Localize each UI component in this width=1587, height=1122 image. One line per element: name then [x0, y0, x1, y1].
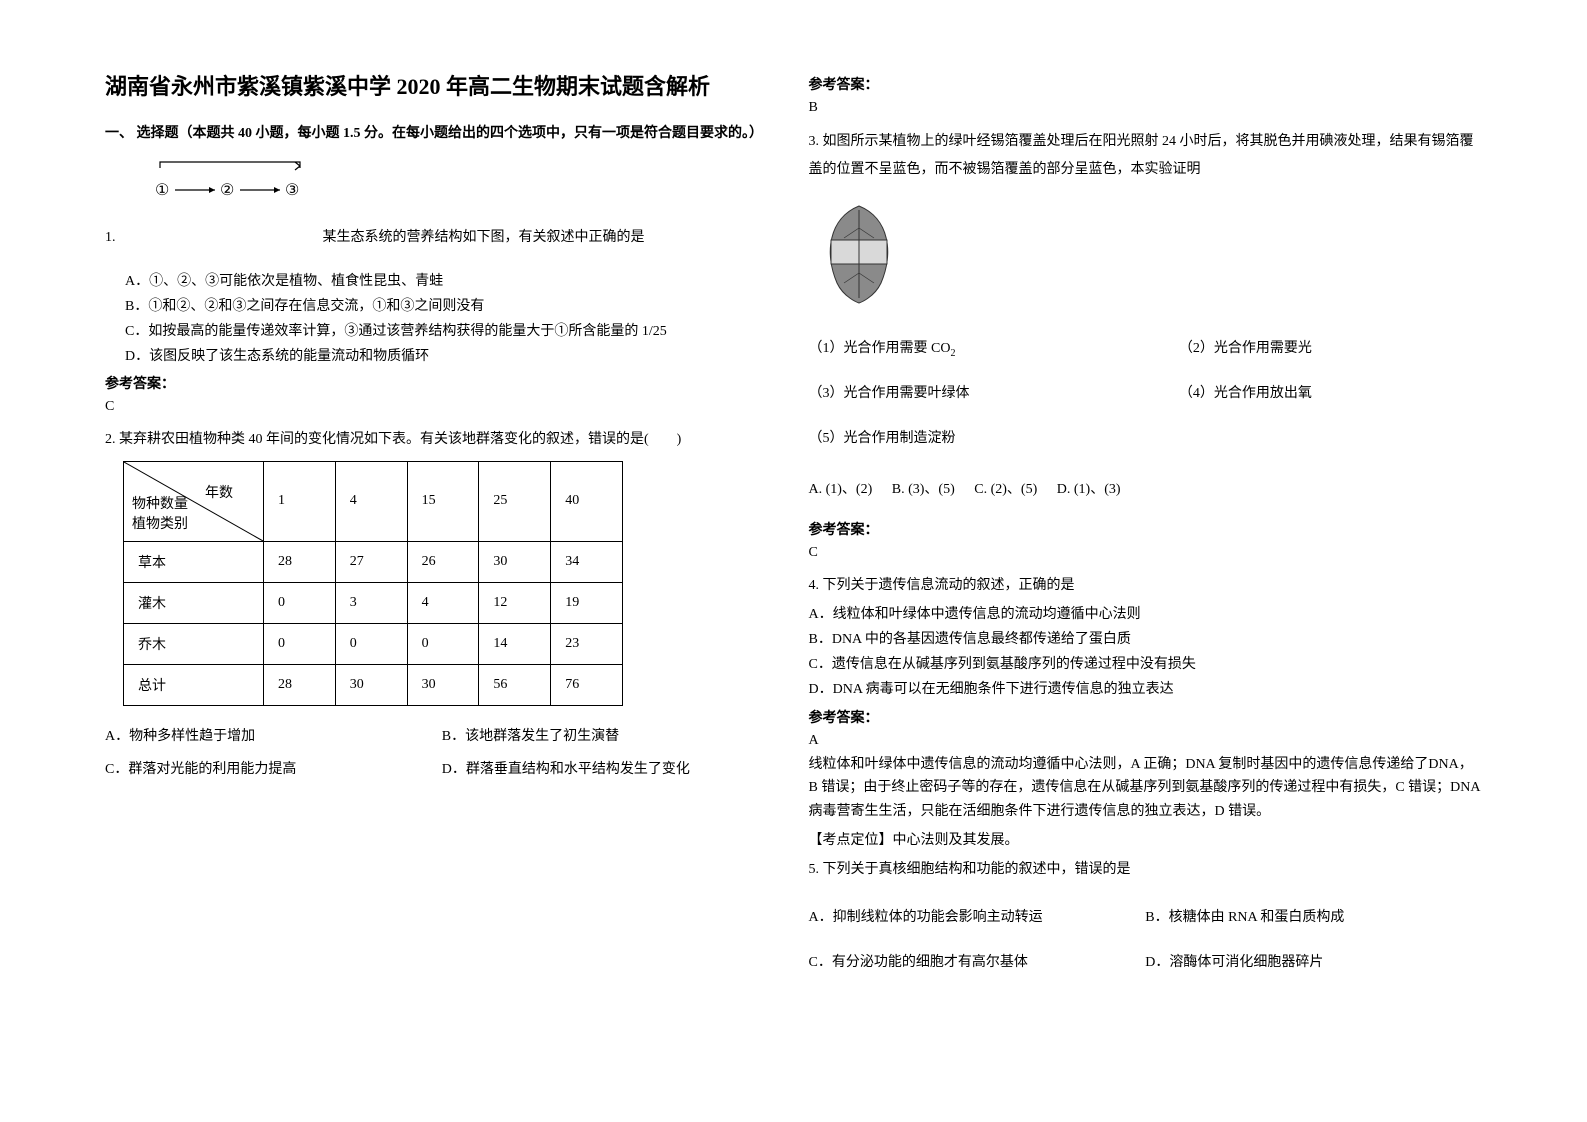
table-row: 灌木 0 3 4 12 19 [124, 582, 623, 623]
node-3: ③ [285, 182, 299, 199]
q2-answer-label: 参考答案： [809, 74, 1483, 94]
q1-option-c: C．如按最高的能量传递效率计算，③通过该营养结构获得的能量大于①所含能量的 1/… [125, 319, 779, 344]
leaf-diagram [809, 198, 1483, 313]
q2-option-c: C．群落对光能的利用能力提高 [105, 753, 442, 787]
q3-stem: 3. 如图所示某植物上的绿叶经锡箔覆盖处理后在阳光照射 24 小时后，将其脱色并… [809, 128, 1483, 184]
diag-top: 年数 [205, 482, 233, 502]
q4-option-a: A．线粒体和叶绿体中遗传信息的流动均遵循中心法则 [809, 602, 1483, 627]
q2-answer-value: B [809, 100, 1483, 116]
q4-option-b: B．DNA 中的各基因遗传信息最终都传递给了蛋白质 [809, 627, 1483, 652]
year-1: 1 [264, 461, 336, 541]
q3-option-4: （4）光合作用放出氧 [1179, 372, 1312, 417]
page-title: 湖南省永州市紫溪镇紫溪中学 2020 年高二生物期末试题含解析 [105, 70, 779, 103]
section-header: 一、 选择题（本题共 40 小题，每小题 1.5 分。在每小题给出的四个选项中，… [105, 123, 779, 145]
q1-option-a: A．①、②、③可能依次是植物、植食性昆虫、青蛙 [125, 269, 779, 294]
q3-answer-value: C [809, 545, 1483, 561]
q3-answer-label: 参考答案： [809, 519, 1483, 539]
q2-table: 年数 物种数量植物类别 1 4 15 25 40 草本 28 27 26 30 … [123, 461, 623, 706]
q5-option-d: D．溶酶体可消化细胞器碎片 [1145, 941, 1323, 986]
node-1: ① [155, 182, 169, 199]
diag-bottom: 物种数量植物类别 [132, 493, 188, 533]
q5-stem: 5. 下列关于真核细胞结构和功能的叙述中，错误的是 [809, 857, 1483, 882]
q2-option-b: B．该地群落发生了初生演替 [442, 720, 779, 754]
q2-option-d: D．群落垂直结构和水平结构发生了变化 [442, 753, 779, 787]
q5-option-c: C．有分泌功能的细胞才有高尔基体 [809, 941, 1146, 986]
q1-answer-label: 参考答案： [105, 373, 779, 393]
q1-stem-tail: 某生态系统的营养结构如下图，有关叙述中正确的是 [323, 230, 645, 245]
q1-answer-value: C [105, 399, 779, 415]
year-4: 4 [335, 461, 407, 541]
q3-option-5: （5）光合作用制造淀粉 [809, 417, 1179, 462]
year-40: 40 [551, 461, 623, 541]
q4-answer-value: A [809, 733, 1483, 749]
q5-option-b: B．核糖体由 RNA 和蛋白质构成 [1145, 896, 1344, 941]
q4-option-d: D．DNA 病毒可以在无细胞条件下进行遗传信息的独立表达 [809, 677, 1483, 702]
q3-choices: A. (1)、(2) B. (3)、(5) C. (2)、(5) D. (1)、… [809, 477, 1483, 502]
node-2: ② [220, 182, 234, 199]
q3-option-1: （1）光合作用需要 CO2 [809, 327, 1179, 372]
q2-option-a: A．物种多样性趋于增加 [105, 720, 442, 754]
q1-num: 1. [105, 230, 116, 245]
q3-option-2: （2）光合作用需要光 [1179, 327, 1312, 372]
q1-option-b: B．①和②、②和③之间存在信息交流，①和③之间则没有 [125, 294, 779, 319]
table-row: 总计 28 30 30 56 76 [124, 664, 623, 705]
q4-answer-label: 参考答案： [809, 707, 1483, 727]
q4-option-c: C．遗传信息在从碱基序列到氨基酸序列的传递过程中没有损失 [809, 652, 1483, 677]
q1-option-d: D．该图反映了该生态系统的能量流动和物质循环 [125, 344, 779, 369]
q4-explanation: 线粒体和叶绿体中遗传信息的流动均遵循中心法则，A 正确；DNA 复制时基因中的遗… [809, 753, 1483, 824]
q4-kaodian: 【考点定位】中心法则及其发展。 [809, 828, 1483, 853]
year-25: 25 [479, 461, 551, 541]
q1-diagram: ① ② ③ [135, 160, 779, 220]
table-row: 草本 28 27 26 30 34 [124, 541, 623, 582]
year-15: 15 [407, 461, 479, 541]
table-row: 乔木 0 0 0 14 23 [124, 623, 623, 664]
q4-stem: 4. 下列关于遗传信息流动的叙述，正确的是 [809, 573, 1483, 598]
q3-option-3: （3）光合作用需要叶绿体 [809, 372, 1179, 417]
q5-option-a: A．抑制线粒体的功能会影响主动转运 [809, 896, 1146, 941]
q2-stem: 2. 某弃耕农田植物种类 40 年间的变化情况如下表。有关该地群落变化的叙述，错… [105, 427, 779, 452]
